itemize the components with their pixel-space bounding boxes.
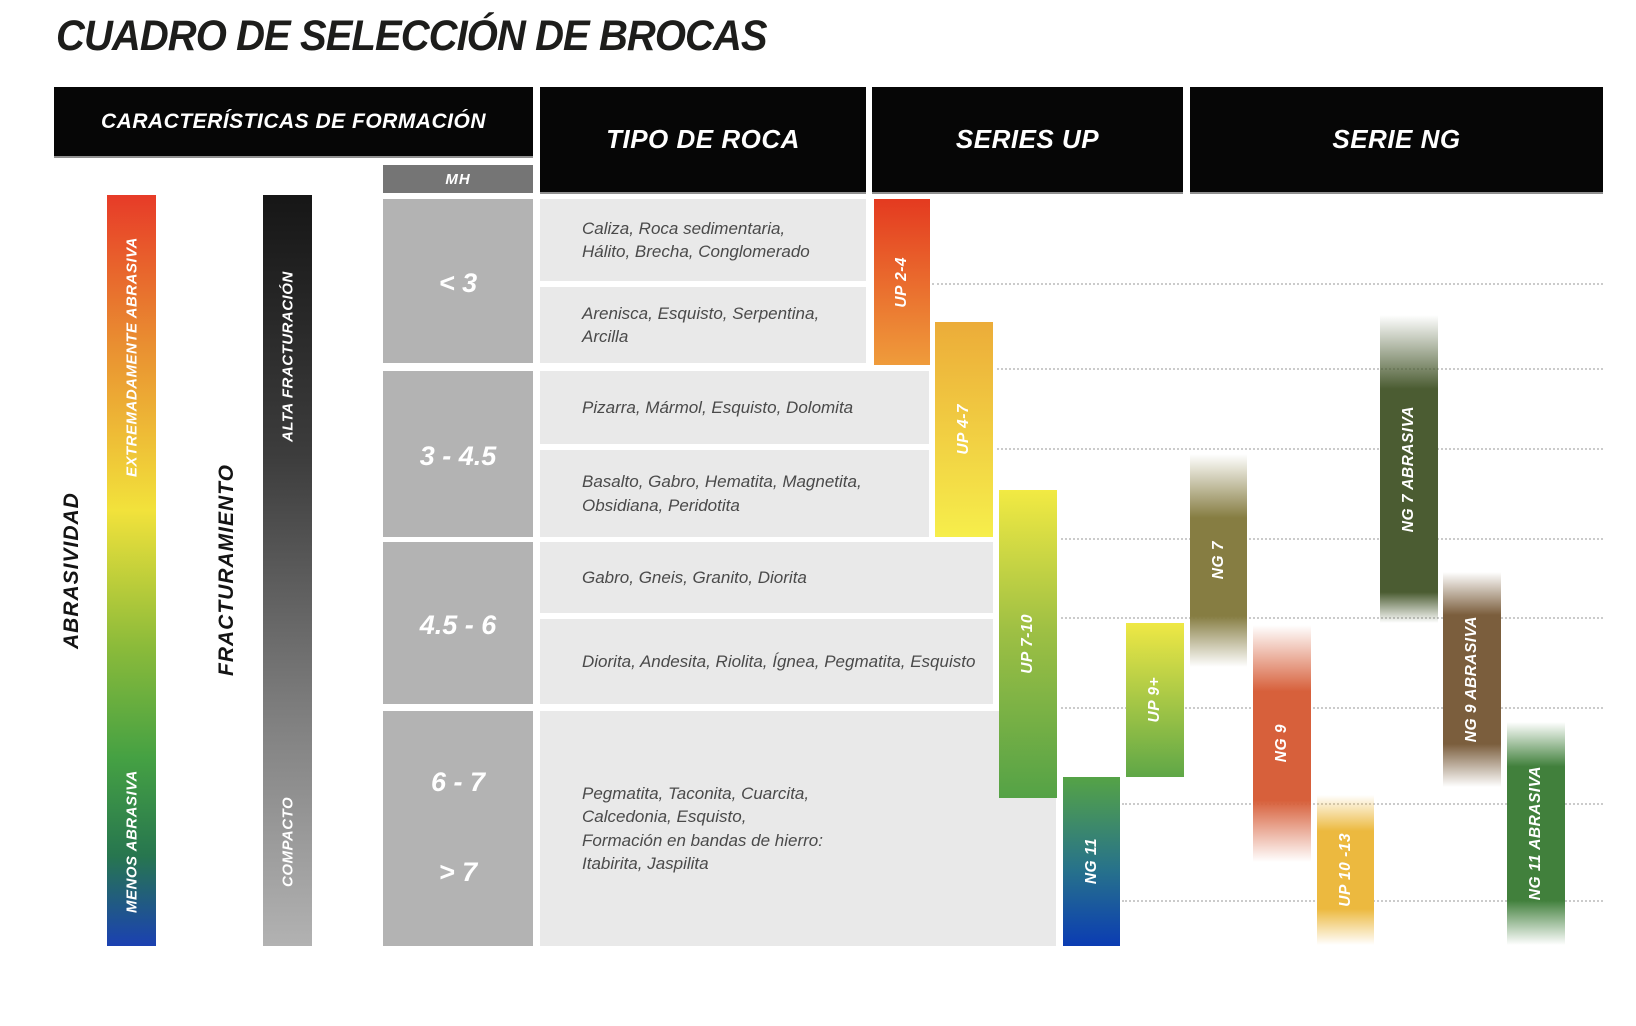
dotted-gridline: [997, 368, 1603, 370]
rock-type-cell: Gabro, Gneis, Granito, Diorita: [540, 542, 993, 613]
fracturamiento-gradient-bar: ALTA FRACTURACIÓN COMPACTO: [263, 195, 312, 946]
mh-cell-label: > 7: [438, 856, 478, 887]
abrasividad-gradient-bar: EXTREMADAMENTE ABRASIVA MENOS ABRASIVA: [107, 195, 156, 946]
abrasividad-bottom-label: MENOS ABRASIVA: [123, 770, 140, 914]
mh-cell: 4.5 - 6: [383, 542, 533, 704]
dotted-gridline: [997, 448, 1603, 450]
bar-label: NG 7 ABRASIVA: [1400, 405, 1417, 533]
abrasividad-top-label: EXTREMADAMENTE ABRASIVA: [123, 237, 140, 477]
fracturamiento-top-label: ALTA FRACTURACIÓN: [279, 271, 296, 443]
dotted-gridline: [932, 283, 1603, 285]
mh-cell-label: < 3: [438, 267, 478, 298]
header-tipo-de-roca: TIPO DE ROCA: [540, 87, 866, 194]
mh-cell: 3 - 4.5: [383, 371, 533, 537]
bar-label: UP 4-7: [955, 404, 972, 455]
mh-cell-label: 3 - 4.5: [419, 440, 497, 471]
bar-label: NG 9 ABRASIVA: [1463, 616, 1480, 743]
bar-label: UP 2-4: [893, 256, 910, 308]
rock-type-cell: Pizarra, Mármol, Esquisto, Dolomita: [540, 371, 929, 444]
bar-label: UP 10 -13: [1336, 833, 1354, 907]
rock-type-cell: Pegmatita, Taconita, Cuarcita, Calcedoni…: [540, 711, 1056, 946]
bar-up-9: UP 9+: [1126, 623, 1184, 777]
rock-type-cell: Caliza, Roca sedimentaria, Hálito, Brech…: [540, 199, 866, 281]
bar-ng-9-abrasiva: NG 9 ABRASIVA: [1443, 572, 1501, 787]
bar-up-10-13: UP 10 -13: [1317, 795, 1374, 945]
bar-up-7-10: UP 7-10: [999, 490, 1057, 798]
fracturamiento-bottom-label: COMPACTO: [279, 796, 296, 888]
dotted-gridline: [1061, 707, 1603, 709]
mh-cell: 6 - 7 > 7: [383, 711, 533, 946]
bar-ng-9: NG 9: [1253, 625, 1311, 862]
mh-cell-label: 6 - 7: [430, 767, 486, 798]
bar-ng-11-abrasiva: NG 11 ABRASIVA: [1507, 722, 1565, 945]
page-title: CUADRO DE SELECCIÓN DE BROCAS: [56, 12, 768, 60]
bar-ng-7-abrasiva: NG 7 ABRASIVA: [1380, 315, 1438, 623]
fracturamiento-axis-label: FRACTURAMIENTO: [215, 464, 238, 677]
dotted-gridline: [1061, 538, 1603, 540]
mh-cell: < 3: [383, 199, 533, 363]
dotted-gridline: [1061, 617, 1603, 619]
bar-up-4-7: UP 4-7: [935, 322, 993, 537]
header-serie-ng: SERIE NG: [1190, 87, 1603, 194]
rock-type-cell: Diorita, Andesita, Riolita, Ígnea, Pegma…: [540, 619, 993, 704]
bar-up-2-4: UP 2-4: [874, 199, 930, 365]
mh-cell-label: 4.5 - 6: [419, 610, 497, 641]
bar-label: NG 11: [1082, 838, 1100, 885]
rock-type-cell: Basalto, Gabro, Hematita, Magnetita, Obs…: [540, 450, 929, 537]
header-caracteristicas-de-formacion: CARACTERÍSTICAS DE FORMACIÓN: [54, 87, 533, 158]
bar-label: UP 7-10: [1019, 614, 1036, 674]
bar-label: NG 11 ABRASIVA: [1527, 766, 1544, 901]
header-series-up: SERIES UP: [872, 87, 1183, 194]
bar-label: NG 9: [1273, 724, 1290, 763]
abrasividad-axis-label: ABRASIVIDAD: [60, 492, 83, 649]
rock-type-cell: Arenisca, Esquisto, Serpentina, Arcilla: [540, 287, 866, 363]
bar-ng-7: NG 7: [1190, 454, 1247, 667]
bar-ng-11: NG 11: [1063, 777, 1120, 946]
bar-label: UP 9+: [1146, 677, 1163, 723]
mh-column-header: MH: [383, 165, 533, 193]
bar-label: NG 7: [1209, 541, 1227, 580]
